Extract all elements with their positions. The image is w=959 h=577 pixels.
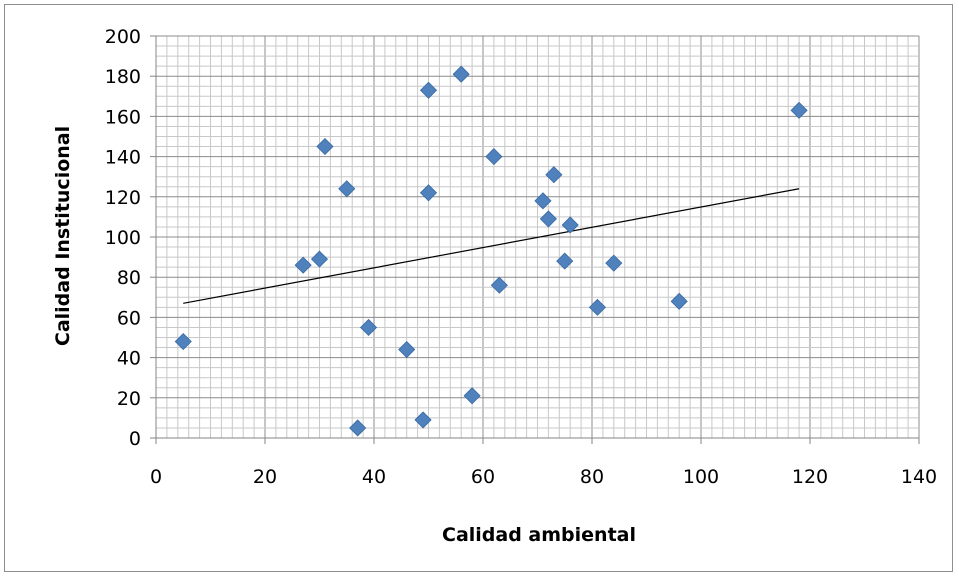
data-point <box>463 387 481 405</box>
data-point <box>556 252 574 270</box>
x-tick-label: 0 <box>150 466 162 488</box>
x-tick-label: 20 <box>253 466 277 488</box>
data-point <box>398 340 416 359</box>
data-point <box>561 216 579 234</box>
x-tick-label: 60 <box>471 466 495 488</box>
data-point <box>539 210 557 228</box>
data-point <box>316 137 334 156</box>
y-tick-label: 140 <box>105 147 141 169</box>
data-point <box>414 411 432 429</box>
data-point <box>490 276 508 294</box>
data-point <box>670 292 688 310</box>
data-point <box>310 250 329 268</box>
y-tick-label: 120 <box>105 187 141 209</box>
data-points <box>174 65 808 437</box>
data-point <box>545 166 563 184</box>
x-axis-title: Calidad ambiental <box>442 524 636 546</box>
data-point <box>419 184 438 202</box>
y-tick-label: 200 <box>105 26 141 48</box>
x-tick-labels: 0 20 40 60 80 100 120 140 <box>150 466 937 488</box>
x-tick-label: 100 <box>683 466 719 488</box>
y-tick-label: 100 <box>105 227 141 249</box>
data-point <box>294 256 312 274</box>
y-tick-labels: 0 20 40 60 80 100 120 140 160 180 200 <box>105 26 141 450</box>
data-point <box>588 298 607 316</box>
data-point <box>359 318 378 337</box>
grid <box>155 35 920 439</box>
y-tick-label: 40 <box>117 348 141 370</box>
y-tick-label: 60 <box>117 307 141 329</box>
data-point <box>338 180 356 198</box>
y-tick-label: 0 <box>129 428 141 450</box>
data-point <box>419 81 438 99</box>
x-tick-label: 80 <box>580 466 604 488</box>
x-tick-label: 40 <box>362 466 386 488</box>
data-point <box>485 148 503 166</box>
x-tick-label: 120 <box>792 466 828 488</box>
x-tick-label: 140 <box>901 466 937 488</box>
data-point <box>790 101 808 119</box>
data-point <box>605 254 623 272</box>
y-tick-label: 180 <box>105 66 141 88</box>
data-point <box>174 332 192 351</box>
y-tick-label: 80 <box>117 267 141 289</box>
y-tick-label: 20 <box>117 388 141 410</box>
y-axis-title: Calidad Institucional <box>52 126 74 346</box>
axes <box>150 35 920 444</box>
chart-frame <box>4 4 953 572</box>
data-point <box>349 419 367 437</box>
trendline-segment <box>183 188 800 304</box>
trendline <box>183 188 800 304</box>
y-tick-label: 160 <box>105 106 141 128</box>
data-point <box>534 192 552 210</box>
data-point <box>452 65 470 83</box>
